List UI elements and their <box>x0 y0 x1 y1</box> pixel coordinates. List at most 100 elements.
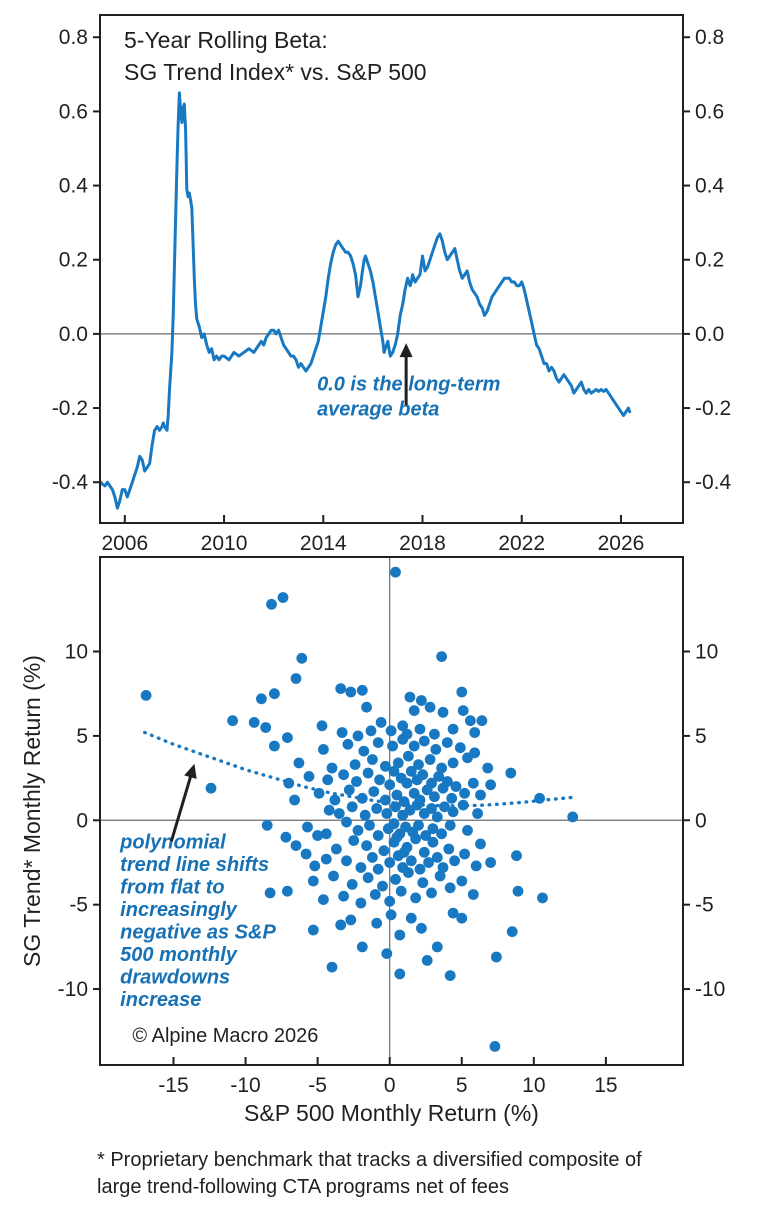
scatter-point <box>338 769 349 781</box>
scatter-point <box>381 948 393 959</box>
scatter-point <box>349 759 361 770</box>
scatter-point <box>248 717 260 728</box>
y-axis-tick-label-left: 0.6 <box>59 100 88 123</box>
scatter-point <box>414 863 426 875</box>
x-axis-tick-label: 2022 <box>498 532 545 552</box>
scatter-point <box>431 941 443 953</box>
scatter-point <box>450 781 462 792</box>
scatter-point <box>443 843 455 855</box>
scatter-point <box>414 723 426 735</box>
scatter-point <box>411 799 423 811</box>
scatter-point <box>380 760 391 772</box>
scatter-point <box>391 789 403 801</box>
scatter-point <box>567 811 579 823</box>
scatter-point <box>316 720 328 732</box>
scatter-point <box>307 924 319 936</box>
y-axis-tick-label-left: 0.0 <box>59 323 88 346</box>
scatter-point <box>424 701 436 713</box>
scatter-point <box>342 738 354 750</box>
scatter-point <box>436 762 447 774</box>
scatter-point <box>326 762 338 774</box>
scatter-point <box>280 831 292 843</box>
scatter-point <box>329 794 341 806</box>
x-axis-tick-label: 2026 <box>598 532 645 552</box>
scatter-point <box>289 794 300 806</box>
scatter-point <box>469 727 481 738</box>
trend-line-annotation-text: from flat to <box>120 876 224 898</box>
scatter-point <box>282 732 293 743</box>
y-axis-tick-label-left: 5 <box>76 725 88 748</box>
scatter-point <box>356 684 368 696</box>
scatter-point <box>374 774 385 786</box>
rolling-beta-line-chart: 0.8 0.8 0.6 0.6 0.4 0.4 0.2 0.2 0.0 0.0 -0.2 -0.2 -0… <box>52 14 732 552</box>
scatter-point <box>345 686 357 698</box>
scatter-point <box>371 917 383 929</box>
scatter-point <box>405 855 417 867</box>
scatter-point <box>290 840 302 851</box>
trend-line-annotation-text: negative as S&P <box>120 921 276 943</box>
scatter-point <box>475 838 486 850</box>
y-axis-title: SG Trend* Monthly Return (%) <box>19 655 45 967</box>
scatter-point <box>336 727 348 738</box>
scatter-point <box>359 809 371 821</box>
scatter-point <box>430 744 442 755</box>
scatter-point <box>312 830 323 841</box>
zero-beta-annotation-text: 0.0 is the long-term <box>317 373 500 395</box>
scatter-point <box>269 740 280 752</box>
annotation-arrow-shaft <box>169 772 193 842</box>
scatter-point <box>356 941 368 953</box>
scatter-point <box>264 887 276 899</box>
y-axis-tick-label-right: 0 <box>695 809 707 832</box>
scatter-point <box>381 808 393 819</box>
scatter-point <box>426 803 437 814</box>
scatter-point <box>397 720 409 732</box>
y-axis-tick-label-right: -0.4 <box>695 471 732 494</box>
scatter-point <box>459 848 470 860</box>
scatter-point <box>491 951 502 963</box>
scatter-point <box>307 875 319 887</box>
scatter-point <box>313 787 325 799</box>
scatter-point <box>368 786 380 797</box>
scatter-point <box>416 695 427 706</box>
y-axis-tick-label-right: 0.2 <box>695 249 724 272</box>
scatter-point <box>456 912 468 924</box>
scatter-point <box>462 825 473 836</box>
scatter-point <box>309 860 321 872</box>
scatter-point <box>362 872 374 884</box>
scatter-point <box>369 889 381 900</box>
scatter-point <box>395 885 407 897</box>
scatter-point <box>456 686 468 698</box>
chart-title-line: 5-Year Rolling Beta: <box>124 27 328 53</box>
scatter-point <box>378 845 390 857</box>
y-axis-tick-label-right: -5 <box>695 894 714 917</box>
y-axis-tick-label-right: 10 <box>695 641 718 664</box>
scatter-point <box>401 777 413 789</box>
y-axis-tick-label-left: 0 <box>76 809 88 832</box>
scatter-point <box>454 742 466 754</box>
scatter-point <box>303 771 315 782</box>
scatter-point <box>439 801 450 813</box>
scatter-point <box>408 705 420 716</box>
scatter-point <box>320 828 332 840</box>
scatter-point <box>449 855 460 867</box>
scatter-point <box>355 897 367 909</box>
scatter-point <box>348 835 360 846</box>
scatter-point <box>290 673 302 684</box>
scatter-point <box>318 894 329 905</box>
trend-line-annotation-text: 500 monthly <box>120 944 238 966</box>
scatter-point <box>266 598 277 610</box>
x-axis-tick-label: -5 <box>308 1074 327 1097</box>
scatter-point <box>346 879 358 890</box>
monthly-return-scatter-chart: 10 10 5 5 0 0 -5 -5 -10 -10 -15 -10 -5 0 5 10 15 polynomi… <box>19 556 725 1126</box>
scatter-point <box>434 870 446 882</box>
scatter-point <box>431 852 443 863</box>
scatter-point <box>446 792 458 804</box>
scatter-point <box>413 759 424 770</box>
y-axis-tick-label-right: 0.0 <box>695 323 724 346</box>
y-axis-tick-label-right: 0.6 <box>695 100 724 123</box>
y-axis-tick-label-left: -5 <box>69 894 88 917</box>
scatter-point <box>394 968 406 980</box>
scatter-point <box>416 922 427 934</box>
y-axis-tick-label-right: 0.4 <box>695 175 725 198</box>
scatter-point <box>441 776 453 787</box>
